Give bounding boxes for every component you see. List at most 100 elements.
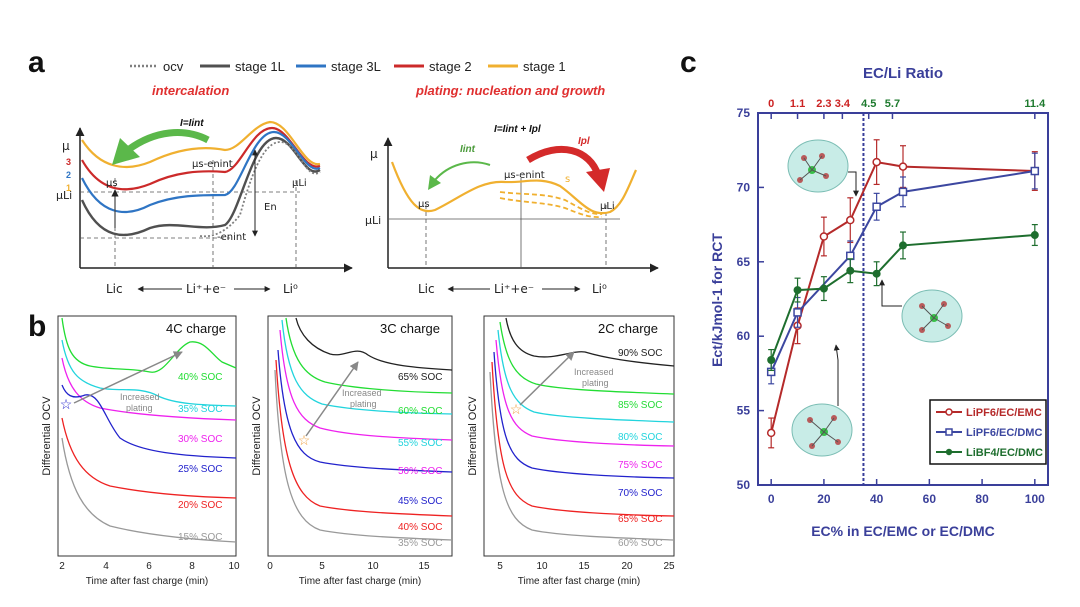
right-muli-right-label: μLi [600,201,615,212]
curve-4c-20 [61,417,237,499]
chart-c-title: EC/Li Ratio [863,65,943,82]
curve-3c-40 [275,359,453,517]
label-3c-55: 55% SOC [398,438,442,449]
data-point [767,356,776,365]
curve-3c-45 [277,349,453,473]
top-tick-label: 4.5 [861,98,876,110]
data-point [898,162,908,171]
data-point [819,232,829,241]
curve-2c-65 [491,361,675,517]
subplot-4c-xticks: 2 4 6 8 10 [59,561,240,572]
xtick-2c-1: 10 [536,561,548,572]
xtick-3c-2: 10 [367,561,379,572]
legend-marker-dmc [945,428,953,436]
x-tick-label: 40 [870,492,884,506]
inset-pointers [833,171,902,406]
label-2c-75: 75% SOC [618,460,662,471]
curve-4c-35 [61,339,237,407]
top-tick-label: 2.3 [816,98,831,110]
right-iint-arrow [434,161,491,181]
annotation-3c-line1: Increased [342,388,382,398]
curve-3c-65 [295,317,453,371]
right-musen-label: μs-enint [504,170,545,181]
left-stage-3: 3 [66,157,71,167]
subplot-3c-ylabel: Differential OCV [251,396,263,476]
curve-4c-15 [61,437,237,543]
subplot-2c-curves [489,317,675,541]
x-tick-label: 20 [817,492,831,506]
subplot-4c-ylabel: Differential OCV [41,396,53,476]
panel-b-subplot-3c: Differential OCV 3C charge 65% SOC 60% S… [251,315,453,587]
right-mus-label: μs [418,199,430,210]
top-tick-label: 3.4 [835,98,851,110]
annotation-4c-line2: plating [126,403,153,413]
left-curve-stage1 [81,120,321,169]
y-tick-label: 65 [737,255,751,269]
star-2c: ☆ [510,401,523,417]
panel-b-subplot-2c: Differential OCV 2C charge 90% SOC 85% S… [467,315,675,587]
annotation-4c-line1: Increased [120,392,160,402]
top-tick-label: 11.4 [1024,98,1046,110]
left-muli-right-label: μLi [292,178,307,189]
xtick-2c-0: 5 [497,561,503,572]
molecule-inset-1 [787,139,849,193]
legend-label-stage2: stage 2 [429,59,472,74]
right-ipl-arrowhead [586,168,610,192]
x-tick-label: 80 [975,492,989,506]
left-xlabel-lic: Lic [106,282,123,296]
panel-b-subplot-4c: Differential OCV 4C charge 40% SOC 35% S… [41,315,240,587]
legend-label-stage3l: stage 3L [331,59,381,74]
label-4c-15: 15% SOC [178,532,222,543]
right-curve [390,161,638,215]
legend-label-stage1l: stage 1L [235,59,285,74]
curve-2c-80 [497,329,675,423]
panel-letter-b: b [28,310,46,343]
subplot-2c-xticks: 5 10 15 20 25 [497,561,675,572]
annotation-2c-line2: plating [582,378,609,388]
label-2c-70: 70% SOC [618,488,662,499]
left-mus-label: μs [106,178,118,189]
x-tick-label: 60 [923,492,937,506]
label-4c-35: 35% SOC [178,404,222,415]
xtick-4c-2: 6 [146,561,152,572]
legend-label-ocv: ocv [163,59,184,74]
chart-c-ylabel: Ect/kJmol-1 for RCT [709,233,725,367]
panel-c-chart: EC/Li Ratio Ect/kJmol-1 for RCT EC% i [709,65,1049,539]
arrow-2c [519,351,575,406]
xtick-4c-0: 2 [59,561,65,572]
y-tick-label: 60 [737,329,751,343]
xtick-4c-4: 10 [228,561,240,572]
y-tick-label: 70 [737,180,751,194]
legend-label-emc: LiPF6/EC/EMC [966,407,1042,419]
data-point [899,241,907,250]
data-point [793,286,802,295]
molecule-inset-2 [901,289,963,343]
label-2c-90: 90% SOC [618,348,662,359]
intercalation-title: intercalation [152,83,229,98]
xtick-4c-1: 4 [103,561,109,572]
left-stage-2: 2 [66,170,71,180]
xtick-3c-3: 15 [418,561,430,572]
right-iint-arrowhead [428,175,441,190]
curve-3c-50 [279,329,453,441]
annotation-3c-line2: plating [350,399,377,409]
legend-label-stage1: stage 1 [523,59,566,74]
label-4c-25: 25% SOC [178,464,222,475]
data-point [1030,166,1040,176]
legend-marker-bf4 [945,448,953,456]
right-mu-label: μ [370,147,378,161]
curve-4c-25 [61,384,237,459]
left-xlabel-li-plus: Li⁺+e⁻ [186,282,226,296]
left-current-label: I=Iint [180,118,204,129]
data-point [872,157,881,167]
right-s-label: s [565,174,570,185]
panel-a-plating: plating: nucleation and growth μ μLi Iin… [365,83,659,296]
subplot-3c-curves [274,317,453,541]
curve-3c-35 [274,369,453,541]
top-tick-label: 5.7 [885,98,900,110]
data-point [793,308,802,317]
chart-c-xlabel: EC% in EC/EMC or EC/DMC [811,523,995,539]
data-point [898,187,908,197]
right-xlabel-li-plus: Li⁺+e⁻ [494,282,534,296]
y-tick-label: 55 [737,404,751,418]
